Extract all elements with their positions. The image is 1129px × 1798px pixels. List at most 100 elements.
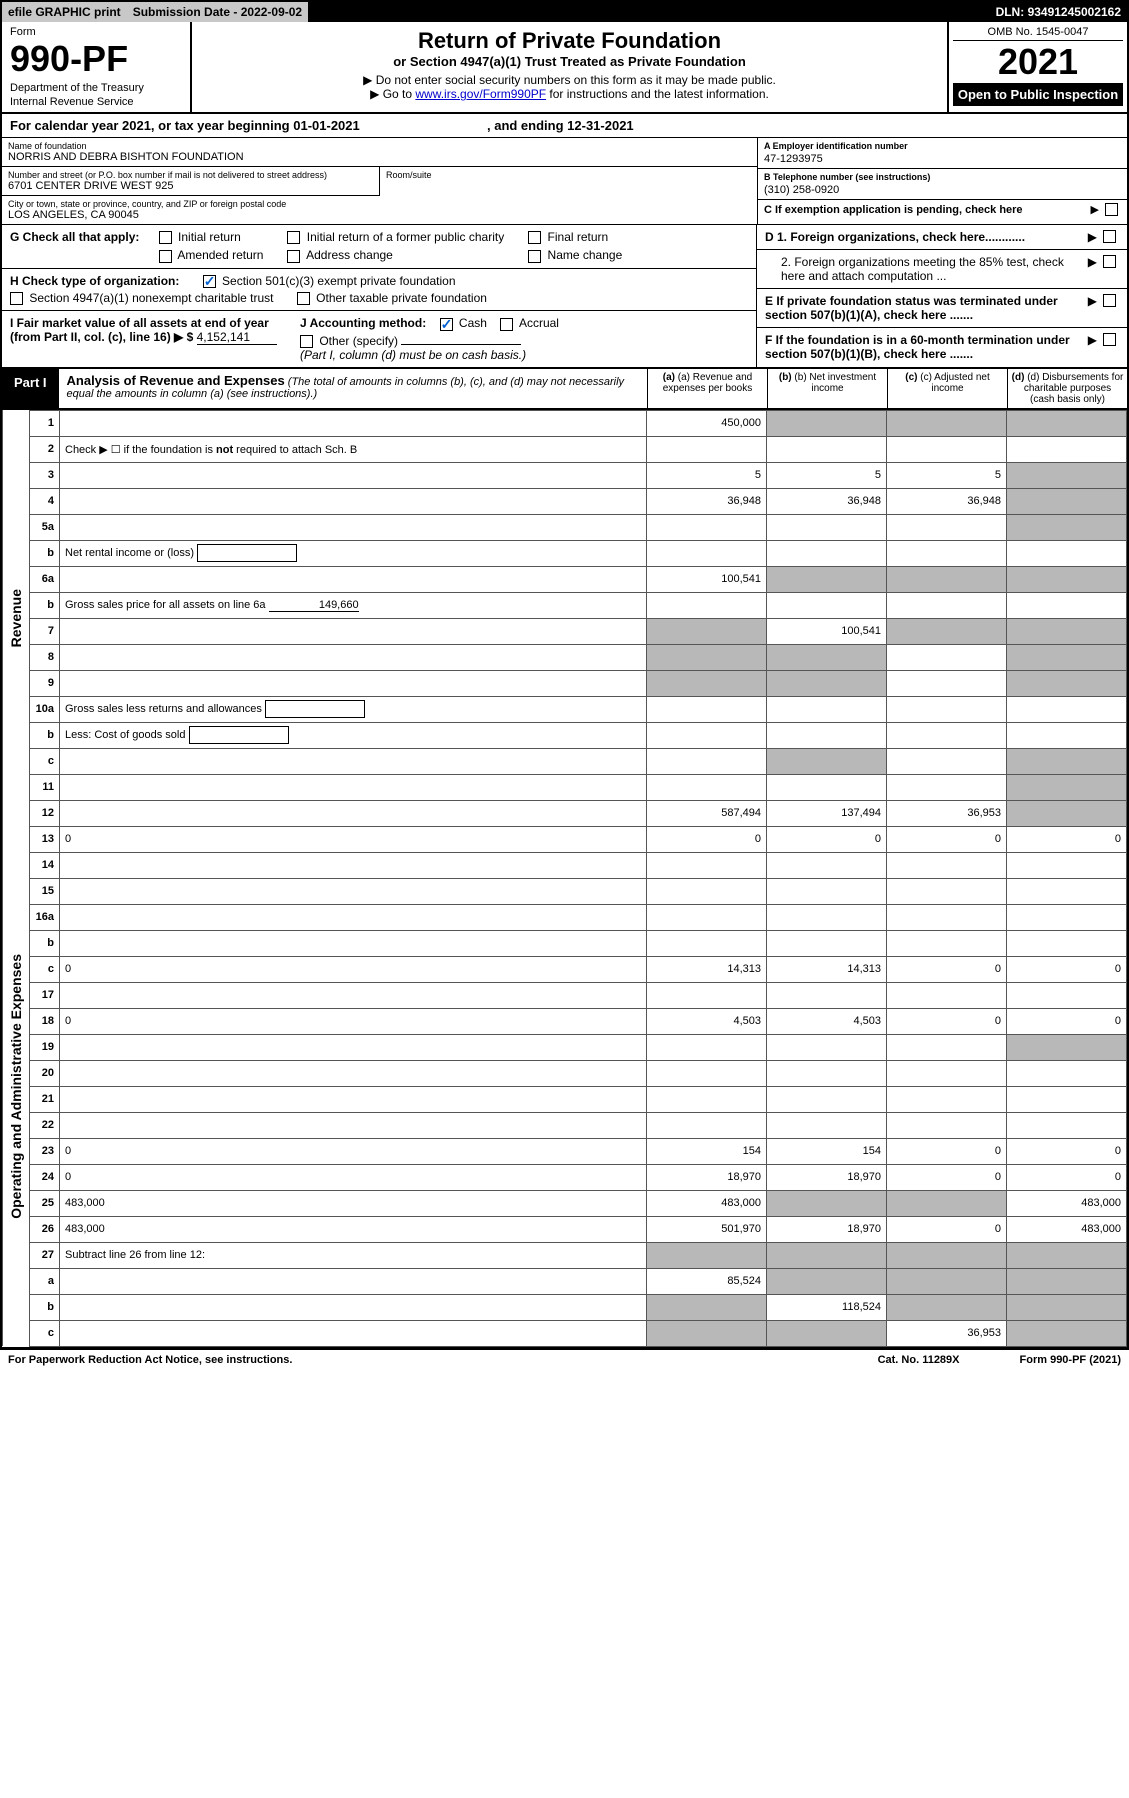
col-a-value: 100,541 [647, 566, 767, 592]
col-b-value [767, 1060, 887, 1086]
col-b-value [767, 748, 887, 774]
col-c-value [887, 878, 1007, 904]
col-b-value [767, 852, 887, 878]
col-c-value [887, 1086, 1007, 1112]
line-no: 7 [30, 618, 60, 644]
line-no: 25 [30, 1190, 60, 1216]
col-d-value [1007, 982, 1127, 1008]
h-other-checkbox[interactable] [297, 292, 310, 305]
col-d-value [1007, 800, 1127, 826]
accrual-checkbox[interactable] [500, 318, 513, 331]
line-no: 4 [30, 488, 60, 514]
col-c-value [887, 1190, 1007, 1216]
f-checkbox[interactable] [1103, 333, 1116, 346]
col-d-value [1007, 618, 1127, 644]
col-d-value: 0 [1007, 826, 1127, 852]
col-b-value [767, 774, 887, 800]
col-b-value: 154 [767, 1138, 887, 1164]
col-c-value: 0 [887, 1164, 1007, 1190]
line-no: a [30, 1268, 60, 1294]
col-c-header: (c) (c) Adjusted net income [887, 369, 1007, 408]
col-a-value [647, 644, 767, 670]
col-c-value [887, 1034, 1007, 1060]
col-d-value: 0 [1007, 956, 1127, 982]
line-no: 14 [30, 852, 60, 878]
line-no: 2 [30, 436, 60, 462]
col-a-value [647, 1034, 767, 1060]
line-desc: 0 [60, 1164, 647, 1190]
line-no: b [30, 722, 60, 748]
col-d-value: 0 [1007, 1008, 1127, 1034]
h-4947-checkbox[interactable] [10, 292, 23, 305]
line-no: 27 [30, 1242, 60, 1268]
h-501c3-checkbox[interactable] [203, 275, 216, 288]
form-box: Form 990-PF Department of the Treasury I… [2, 22, 192, 112]
g-checkbox-1[interactable] [287, 231, 300, 244]
room-cell: Room/suite [379, 167, 757, 196]
col-d-value [1007, 1060, 1127, 1086]
col-c-value [887, 904, 1007, 930]
line-desc [60, 1294, 647, 1320]
col-a-value: 4,503 [647, 1008, 767, 1034]
col-b-value [767, 930, 887, 956]
col-b-value [767, 878, 887, 904]
line-no: b [30, 540, 60, 566]
part1-tab: Part I [2, 369, 59, 408]
foundation-name: NORRIS AND DEBRA BISHTON FOUNDATION [8, 151, 751, 163]
e-checkbox[interactable] [1103, 294, 1116, 307]
line-desc [60, 1268, 647, 1294]
cash-checkbox[interactable] [440, 318, 453, 331]
col-c-value [887, 1268, 1007, 1294]
col-c-value [887, 514, 1007, 540]
g-checkbox-4[interactable] [287, 250, 300, 263]
col-a-value: 5 [647, 462, 767, 488]
g-section: G Check all that apply: Initial return I… [2, 225, 756, 269]
col-b-value: 0 [767, 826, 887, 852]
g-checkbox-2[interactable] [528, 231, 541, 244]
col-c-value [887, 930, 1007, 956]
dln: DLN: 93491245002162 [990, 2, 1127, 22]
exemption-checkbox[interactable] [1105, 203, 1118, 216]
line-desc [60, 488, 647, 514]
col-a-value [647, 774, 767, 800]
line-desc: 0 [60, 956, 647, 982]
col-a-value [647, 1060, 767, 1086]
dept-treasury: Department of the Treasury [10, 82, 182, 94]
d2-checkbox[interactable] [1103, 255, 1116, 268]
efile-button[interactable]: efile GRAPHIC print [2, 2, 127, 22]
line-no: 13 [30, 826, 60, 852]
col-a-value [647, 1086, 767, 1112]
col-d-value [1007, 878, 1127, 904]
col-c-value [887, 1294, 1007, 1320]
part1-desc: Analysis of Revenue and Expenses (The to… [59, 369, 647, 408]
g-checkbox-0[interactable] [159, 231, 172, 244]
h-section: H Check type of organization: Section 50… [2, 269, 756, 312]
line-desc [60, 1320, 647, 1346]
col-b-value [767, 644, 887, 670]
col-b-value [767, 1112, 887, 1138]
foundation-name-cell: Name of foundation NORRIS AND DEBRA BISH… [2, 138, 757, 167]
col-b-value [767, 904, 887, 930]
instructions-link[interactable]: www.irs.gov/Form990PF [415, 87, 546, 101]
col-c-value [887, 644, 1007, 670]
line-no: 12 [30, 800, 60, 826]
g-checkbox-3[interactable] [159, 250, 172, 263]
d1-checkbox[interactable] [1103, 230, 1116, 243]
col-a-value: 85,524 [647, 1268, 767, 1294]
col-d-value [1007, 748, 1127, 774]
col-b-value [767, 670, 887, 696]
line-desc [60, 878, 647, 904]
line-desc [60, 670, 647, 696]
line-desc: 483,000 [60, 1190, 647, 1216]
other-method-checkbox[interactable] [300, 335, 313, 348]
exemption-pending-cell: C If exemption application is pending, c… [758, 200, 1127, 219]
telephone: (310) 258-0920 [764, 182, 1121, 196]
line-no: 20 [30, 1060, 60, 1086]
line-desc [60, 852, 647, 878]
line-desc [60, 774, 647, 800]
col-b-value: 18,970 [767, 1164, 887, 1190]
line-no: b [30, 930, 60, 956]
col-d-value [1007, 488, 1127, 514]
col-d-value [1007, 410, 1127, 436]
g-checkbox-5[interactable] [528, 250, 541, 263]
